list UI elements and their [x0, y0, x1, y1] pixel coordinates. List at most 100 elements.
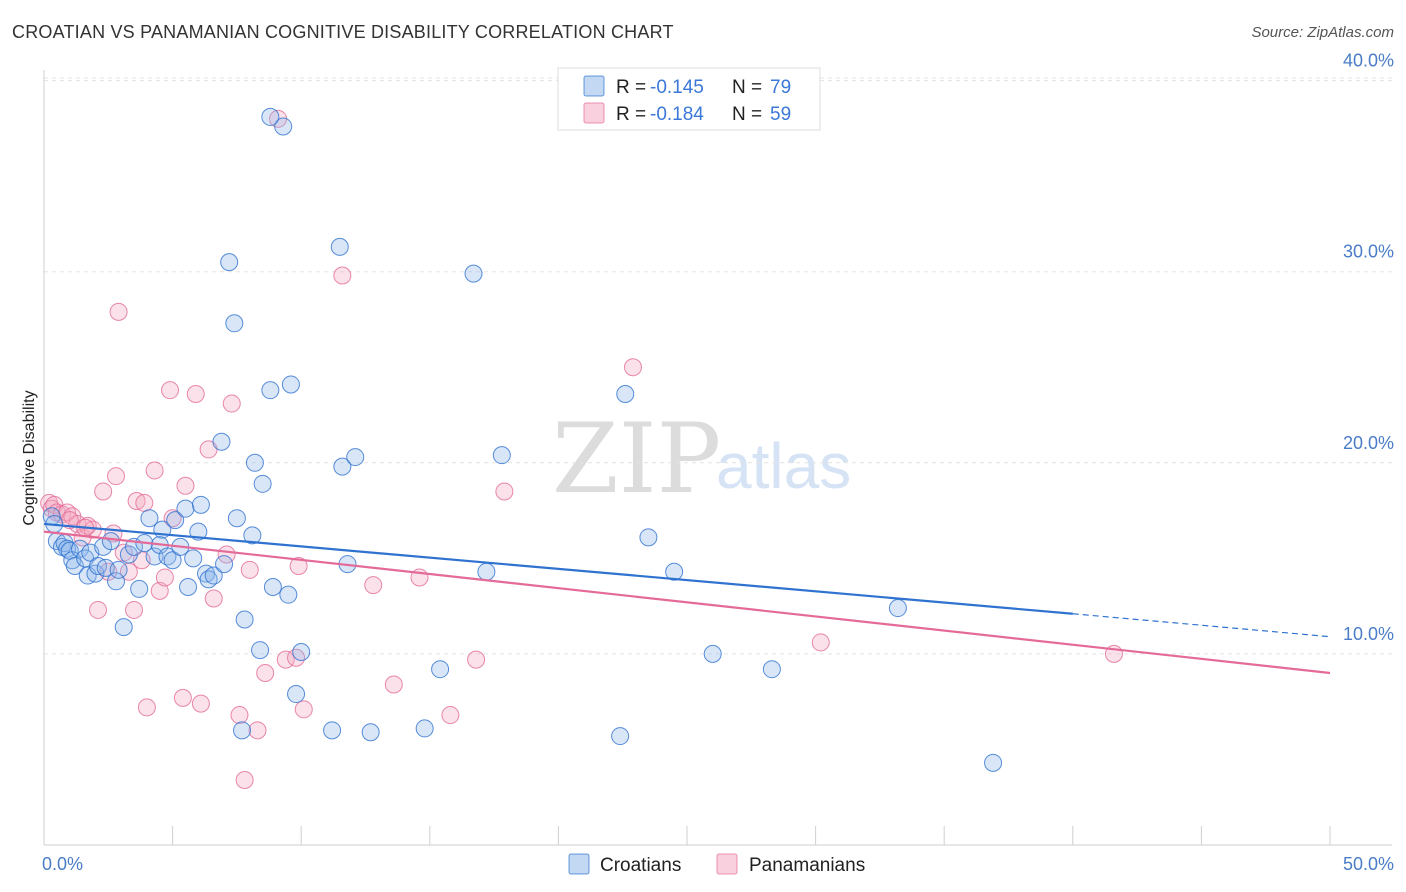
- panamanians-point: [145, 461, 164, 480]
- croatians-point: [263, 578, 282, 597]
- croatians-point: [243, 526, 262, 545]
- stats-legend: R = -0.145 N = 79 R = -0.184 N = 59: [557, 67, 821, 131]
- croatians-point: [184, 549, 203, 568]
- croatians-trend-extension: [1072, 613, 1331, 638]
- panamanians-point: [135, 493, 154, 512]
- croatians-r-label: R =: [616, 77, 646, 98]
- x-ticks: [43, 826, 1331, 845]
- croatians-point: [279, 585, 298, 604]
- croatians-point: [176, 499, 195, 518]
- croatians-point: [292, 642, 311, 661]
- watermark-zip: ZIP: [552, 403, 721, 515]
- chart-title: CROATIAN VS PANAMANIAN COGNITIVE DISABIL…: [12, 22, 674, 42]
- croatians-point: [179, 578, 198, 597]
- watermark-atlas: atlas: [716, 430, 851, 502]
- croatians-point: [130, 579, 149, 598]
- croatians-point: [166, 511, 185, 530]
- croatians-point: [616, 385, 635, 404]
- croatians-point: [145, 547, 164, 566]
- croatians-point: [253, 474, 272, 493]
- croatians-point: [703, 644, 722, 663]
- croatians-point: [323, 721, 342, 740]
- panamanians-point: [137, 698, 156, 717]
- croatians-point: [163, 551, 182, 570]
- panamanians-point: [161, 381, 180, 400]
- croatians-point: [225, 314, 244, 333]
- axes: [43, 70, 1392, 846]
- panamanians-point: [222, 394, 241, 413]
- croatians-n-label: N =: [732, 77, 762, 98]
- trend-lines: [43, 522, 1331, 675]
- panamanians-point: [235, 771, 254, 790]
- croatians-point: [464, 264, 483, 283]
- croatians-point: [251, 641, 270, 660]
- croatians-point: [431, 660, 450, 679]
- panamanians-point: [811, 633, 830, 652]
- croatians-point: [261, 381, 280, 400]
- croatians-point: [333, 457, 352, 476]
- panamanians-point: [186, 385, 205, 404]
- y-axis-label: Cognitive Disability: [21, 390, 38, 525]
- panamanians-point: [176, 476, 195, 495]
- croatians-point: [71, 539, 90, 558]
- panamanians-points: [40, 109, 1123, 790]
- croatians-point: [227, 509, 246, 528]
- panamanians-point: [289, 556, 308, 575]
- croatians-point: [204, 566, 223, 585]
- croatians-point: [346, 448, 365, 467]
- panamanians-trend-line: [43, 530, 1331, 675]
- panamanians-point: [191, 694, 210, 713]
- panamanians-point: [333, 266, 352, 285]
- source-credit: Source: ZipAtlas.com: [1251, 24, 1394, 41]
- croatians-point: [245, 453, 264, 472]
- croatians-point: [220, 253, 239, 272]
- panamanians-point: [384, 675, 403, 694]
- croatians-point: [107, 572, 126, 591]
- panamanians-n-label: N =: [732, 104, 762, 125]
- panamanians-point: [467, 650, 486, 669]
- croatians-trend-line: [43, 522, 1073, 615]
- y-tick-label: 20.0%: [1343, 433, 1394, 453]
- croatians-point: [665, 562, 684, 581]
- panamanians-point: [125, 600, 144, 619]
- croatians-points: [42, 107, 1003, 772]
- croatians-point: [415, 719, 434, 738]
- panamanians-point: [441, 706, 460, 725]
- croatians-point: [235, 610, 254, 629]
- croatians-point: [101, 532, 120, 551]
- croatians-point: [58, 539, 77, 558]
- y-tick-label: 10.0%: [1343, 624, 1394, 644]
- series-legend: Croatians Panamanians: [568, 853, 865, 876]
- watermark: ZIP atlas: [552, 403, 851, 515]
- croatians-point: [330, 237, 349, 256]
- croatians-legend-swatch: [568, 853, 590, 875]
- panamanians-r-label: R =: [616, 104, 646, 125]
- panamanians-point: [495, 482, 514, 501]
- croatians-point: [109, 560, 128, 579]
- panamanians-point: [155, 568, 174, 587]
- panamanians-point: [294, 700, 313, 719]
- panamanians-point: [163, 509, 182, 528]
- croatians-point: [361, 723, 380, 742]
- y-tick-label: 30.0%: [1343, 242, 1394, 262]
- y-tick-labels: 10.0% 20.0% 30.0% 40.0%: [1343, 51, 1394, 644]
- x-tick-label-min: 0.0%: [42, 854, 83, 874]
- panamanians-swatch: [583, 102, 605, 124]
- croatians-point: [233, 721, 252, 740]
- croatians-r-value: -0.145: [650, 77, 704, 98]
- croatians-point: [65, 556, 84, 575]
- panamanians-point: [89, 600, 108, 619]
- croatians-point: [477, 562, 496, 581]
- croatians-point: [261, 107, 280, 126]
- croatians-point: [189, 522, 208, 541]
- panamanians-r-value: -0.184: [650, 104, 704, 125]
- panamanians-point: [287, 648, 306, 667]
- panamanians-legend-swatch: [716, 853, 738, 875]
- croatians-point: [492, 446, 511, 465]
- panamanians-point: [364, 576, 383, 595]
- croatians-point: [89, 556, 108, 575]
- croatians-point: [762, 660, 781, 679]
- panamanians-point: [240, 560, 259, 579]
- panamanians-point: [94, 482, 113, 501]
